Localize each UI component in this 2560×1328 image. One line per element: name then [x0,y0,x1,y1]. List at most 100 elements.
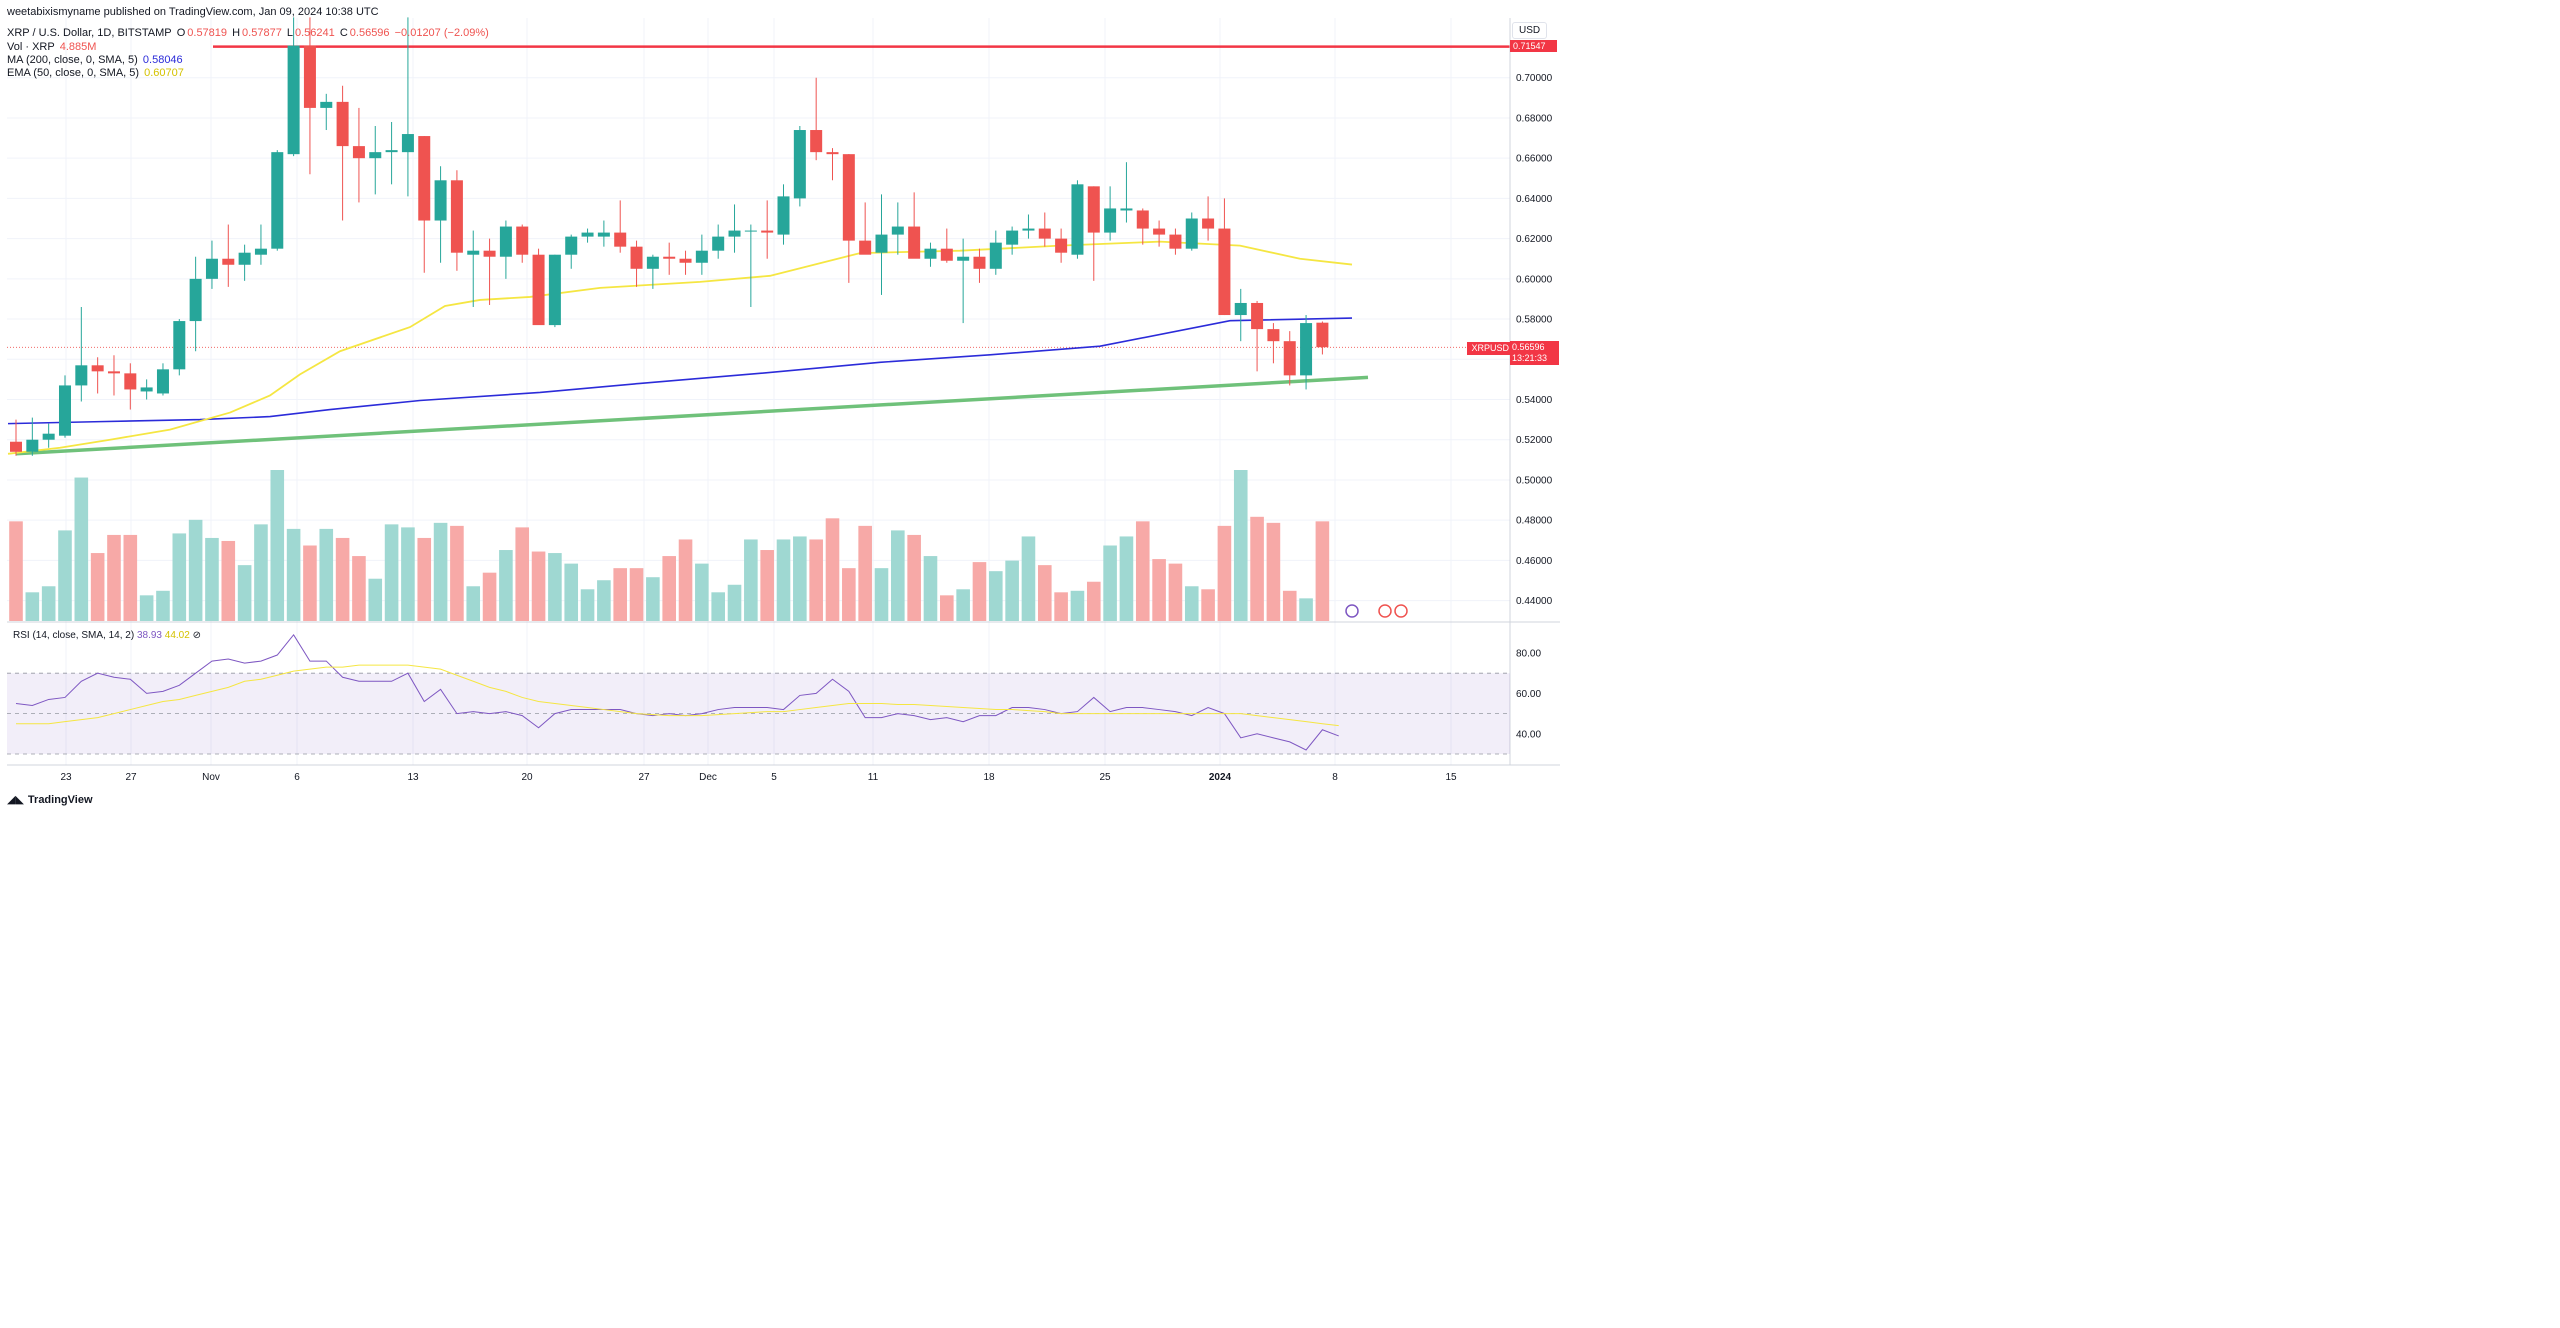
candle-body [597,232,610,237]
rsi-label: RSI (14, close, SMA, 14, 2) [13,630,135,641]
volume-bar [90,553,105,621]
volume-bar [744,539,758,621]
volume-bar [515,527,530,621]
volume-bar [188,519,203,621]
volume-bar [809,539,823,621]
candle-body [940,248,953,261]
candle-body [695,250,708,263]
volume-bar [156,590,170,621]
grid [7,18,1510,765]
tradingview-logo[interactable]: ◢◣ TradingView [7,793,93,807]
volume-bar [499,550,513,621]
bar-countdown: 13:21:33 [1512,353,1548,363]
volume-bar [597,580,611,621]
candle-body [320,101,333,108]
candle-body [499,226,512,257]
volume-bar [270,470,285,621]
volume-bars [9,470,1408,621]
candle-body [385,150,398,153]
volume-bar [891,530,905,621]
volume-bar [842,568,856,621]
volume-bar [858,525,872,621]
chart-canvas[interactable]: 0.70000 0.68000 0.66000 0.64000 0.62000 0.600… [0,0,1568,813]
ma200-line [7,317,1353,425]
date-tick-label: 6 [294,772,300,783]
candle-body [483,250,496,257]
candle-body [1251,302,1264,330]
candle-body [663,256,676,259]
rsi-ma-value: 44.02 [164,630,190,641]
ema-legend[interactable]: EMA (50, close, 0, SMA, 5) 0.60707 [7,66,186,80]
volume-bar [25,592,40,621]
date-tick-label: 27 [125,772,137,783]
candle-body [287,45,300,155]
volume-bar [58,530,72,621]
candle-body [1283,341,1296,376]
rsi-line [15,633,1339,751]
rsi-legend[interactable]: RSI (14, close, SMA, 14, 2) 38.93 44.02 … [13,630,201,641]
date-tick-label: 23 [60,772,72,783]
volume-bar [123,534,138,621]
h-value: 0.57877 [242,27,282,39]
candle-body [303,45,316,108]
volume-bar [335,537,350,621]
volume-bar [1054,592,1068,621]
candle-body [1136,210,1149,229]
candle-body [238,252,251,265]
price-tick-label: 0.52000 [1516,435,1553,446]
candle-body [140,387,153,392]
ma-legend[interactable]: MA (200, close, 0, SMA, 5) 0.58046 [7,53,185,67]
price-tick-label: 0.62000 [1516,234,1553,245]
candle-body [91,365,104,372]
candle-body [924,248,937,259]
c-label: C [339,27,348,39]
date-tick-label: 15 [1445,772,1457,783]
indicator-lines [7,45,1510,456]
price-tick-label: 0.66000 [1516,154,1553,165]
candle-body [336,101,349,147]
candle-body [532,254,545,326]
candle-body [989,242,1002,269]
candle-body [1038,228,1051,239]
candle-body [891,226,904,235]
candle-body [908,226,921,259]
currency-selector[interactable]: USD [1512,22,1548,39]
price-tick-label: 0.50000 [1516,475,1553,486]
candle-body [124,373,137,390]
volume-bar [1201,589,1215,621]
volume-bar [1299,598,1313,621]
brand-name: TradingView [27,793,93,806]
volume-bar [466,586,481,621]
volume-bar [303,545,317,621]
volume-bar [384,524,399,621]
candle-body [1120,208,1133,211]
candle-body [1202,218,1215,229]
symbol-title[interactable]: XRP / U.S. Dollar, 1D, BITSTAMP [7,27,172,39]
volume-bar [629,568,644,621]
candle-body [630,246,643,269]
candle-body [548,254,561,326]
candle-body [75,365,88,386]
candle-body [793,130,806,199]
volume-bar [646,577,660,621]
candle-body [1267,329,1280,342]
volume-bar [662,556,676,621]
published-note: weetabixismyname published on TradingVie… [7,6,379,18]
volume-bar [940,595,954,621]
volume-bar [1135,521,1150,621]
volume-legend[interactable]: Vol · XRP 4.885M [7,40,98,54]
candle-body [189,278,202,322]
volume-bar [139,595,154,621]
eye-off-icon[interactable]: ⊘ [192,630,201,641]
candle-body [173,321,186,370]
l-value: 0.56241 [295,27,335,39]
candle-body [1071,184,1084,255]
date-tick-label: 25 [1099,772,1111,783]
candle-body [744,230,757,232]
symbol-tag: XRPUSD [1467,342,1511,355]
candle-body [614,232,627,247]
volume-bar [319,528,334,621]
volume-bar [972,562,987,621]
volume-bar [907,534,921,621]
volume-bar [531,551,546,621]
